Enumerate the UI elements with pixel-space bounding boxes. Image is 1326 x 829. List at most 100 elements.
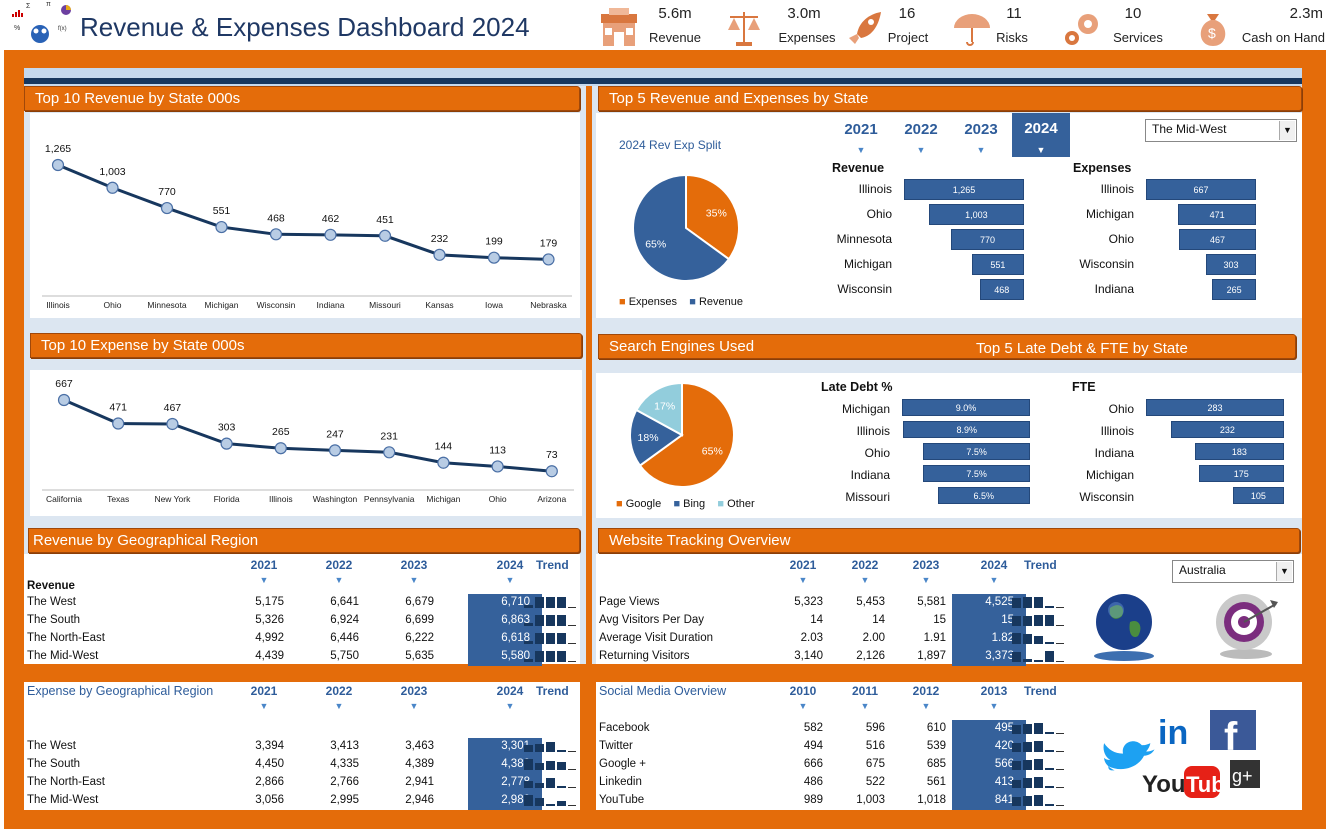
data-label: 231 [380,430,398,442]
kpi-cash-on-hand: $ 2.3m Cash on Hand [1193,0,1326,50]
table-cell: 4,389 [405,758,434,770]
data-label: 1,265 [45,143,71,155]
table-subheading: Revenue [27,580,75,592]
year-button-2024-selected[interactable]: 2024 ▼ [1012,113,1070,157]
chevron-down-icon[interactable]: ▼ [798,701,808,711]
revenue-bars-label: Revenue [832,161,885,175]
table-cell: 3,140 [794,650,823,662]
bar: 9.0% [902,399,1030,416]
chevron-down-icon[interactable]: ▼ [259,701,269,711]
table-cell: 582 [803,722,823,734]
table-row-label: Avg Visitors Per Day [599,614,705,626]
trend-sparkbars [1012,776,1064,788]
bar: 265 [1212,279,1256,300]
table-cell: 2.00 [862,632,885,644]
table-cell: 1,003 [856,794,885,806]
globe-icon [1094,594,1154,661]
x-tick-label: Ohio [104,300,122,310]
region-dropdown[interactable]: The Mid-West ▼ [1145,119,1297,142]
trend-bar [535,597,544,608]
top-band-accent [24,78,1302,84]
chevron-down-icon[interactable]: ▼ [334,701,344,711]
trend-sparkbars [1012,740,1064,752]
year-column-header: 2021 [250,558,278,572]
trend-bar [535,744,544,752]
data-point [112,417,125,430]
table-row-label: Average Visit Duration [599,632,714,644]
slice-label: 65% [645,238,666,250]
x-tick-label: Florida [214,494,240,504]
page-title: Revenue & Expenses Dashboard 2024 [80,12,530,42]
chevron-down-icon[interactable]: ▼ [921,701,931,711]
table-cell: 5,326 [255,614,284,626]
table-cell: 14 [872,614,885,626]
chevron-down-icon[interactable]: ▼ [409,701,419,711]
table-cell: 3,056 [255,794,284,806]
table-cell: 1.91 [923,632,946,644]
table-row-label: The North-East [27,776,105,788]
data-point [269,228,283,241]
money-bag-icon: $ [1200,14,1226,46]
bar: 6.5% [937,487,1030,504]
trend-bar [1034,759,1043,770]
trend-bar [557,633,566,644]
country-dropdown[interactable]: Australia ▼ [1172,560,1294,583]
trend-sparkbars [1012,794,1064,806]
trend-bar [535,651,544,662]
year-button-2022[interactable]: 2022 ▼ [892,115,950,157]
bar-category-label: Missouri [845,490,890,504]
trend-bar [546,615,555,626]
fte-label: FTE [1072,380,1096,394]
web-header: Website Tracking Overview [598,528,1300,553]
chevron-down-icon[interactable]: ▼ [860,575,870,585]
trend-bar [1023,760,1032,770]
table-cell: 486 [803,776,823,788]
trend-baseline [1056,607,1064,608]
trend-bar [1012,743,1021,752]
kpi-value: 16 [898,5,916,22]
year-button-2021[interactable]: 2021 ▼ [832,115,890,157]
chevron-down-icon[interactable]: ▼ [989,575,999,585]
chevron-down-icon[interactable]: ▼ [505,701,515,711]
pie-slice [638,381,735,488]
revenue-state-line-chart: 1,265 Illinois 1,003 Ohio 770 Minnesota 551 Mic… [42,143,572,310]
data-point [215,220,228,234]
chevron-down-icon[interactable]: ▼ [989,701,999,711]
table-cell: 14 [810,614,823,626]
trend-bar [546,742,555,752]
chevron-down-icon[interactable]: ▼ [259,575,269,585]
data-point [545,465,558,478]
kpi-label: Risks [996,30,1028,45]
table-row-label: The Mid-West [27,650,99,662]
expense-state-line-chart: 667 California 471 Texas 467 New York 303 Flori… [42,378,574,504]
trend-baseline [568,607,576,608]
year-button-2023[interactable]: 2023 ▼ [952,115,1010,157]
bar-category-label: Michigan [841,402,890,416]
trend-bar [1045,749,1054,752]
trend-bar [1045,651,1054,662]
trend-column-header: Trend [536,684,569,698]
svg-text:Tube: Tube [1186,772,1237,797]
year-column-header: 2011 [851,684,879,698]
chevron-down-icon[interactable]: ▼ [798,575,808,585]
bar: 467 [1178,229,1256,250]
chevron-down-icon[interactable]: ▼ [505,575,515,585]
bar-category-label: Illinois [858,182,892,196]
data-point [51,158,65,172]
chevron-down-icon[interactable]: ▼ [409,575,419,585]
table-row-label: Returning Visitors [599,650,690,662]
chevron-down-icon[interactable]: ▼ [860,701,870,711]
chevron-down-icon[interactable]: ▼ [334,575,344,585]
svg-text:f: f [1224,715,1238,759]
bar-category-label: Ohio [1108,232,1134,246]
year-label: 2023 [964,121,998,138]
trend-baseline [1056,769,1064,770]
chevron-down-icon[interactable]: ▼ [921,575,931,585]
svg-text:%: % [14,25,20,32]
trend-sparkbars [524,776,576,788]
data-point [487,251,501,264]
svg-text:You: You [1142,771,1186,798]
legend-other: Other [727,498,755,510]
data-label: 551 [213,205,231,217]
legend-revenue: Revenue [698,296,744,308]
